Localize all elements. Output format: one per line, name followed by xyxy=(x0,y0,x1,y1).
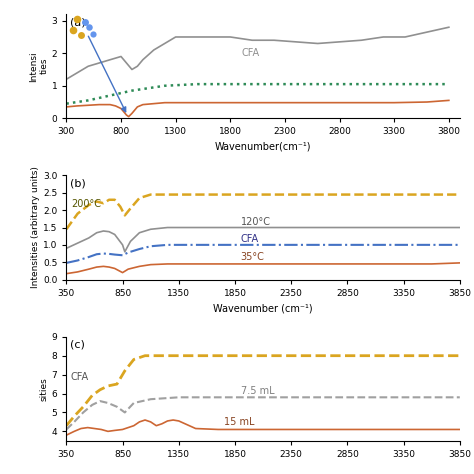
Y-axis label: Intensi
ties: Intensi ties xyxy=(29,51,49,82)
Text: 35°C: 35°C xyxy=(241,252,264,262)
Point xyxy=(73,15,81,23)
Y-axis label: Intensities (arbitrary units): Intensities (arbitrary units) xyxy=(31,166,40,289)
Text: 7.5 mL: 7.5 mL xyxy=(241,385,274,395)
Text: 120°C: 120°C xyxy=(241,217,271,227)
Point xyxy=(85,23,92,31)
Point xyxy=(81,18,89,26)
Y-axis label: sities: sities xyxy=(40,377,49,401)
Text: (c): (c) xyxy=(70,340,85,350)
Point xyxy=(89,30,96,37)
Text: CFA: CFA xyxy=(241,48,259,58)
Text: CFA: CFA xyxy=(241,234,259,244)
Text: 15 mL: 15 mL xyxy=(224,417,254,427)
Text: (a): (a) xyxy=(70,18,86,27)
X-axis label: Wavenumber (cm⁻¹): Wavenumber (cm⁻¹) xyxy=(213,303,313,313)
Text: CFA: CFA xyxy=(71,372,89,383)
Text: 200°C: 200°C xyxy=(71,199,101,209)
Point xyxy=(77,32,84,39)
Point xyxy=(69,27,77,34)
X-axis label: Wavenumber(cm⁻¹): Wavenumber(cm⁻¹) xyxy=(215,142,311,152)
Text: (b): (b) xyxy=(70,179,86,189)
